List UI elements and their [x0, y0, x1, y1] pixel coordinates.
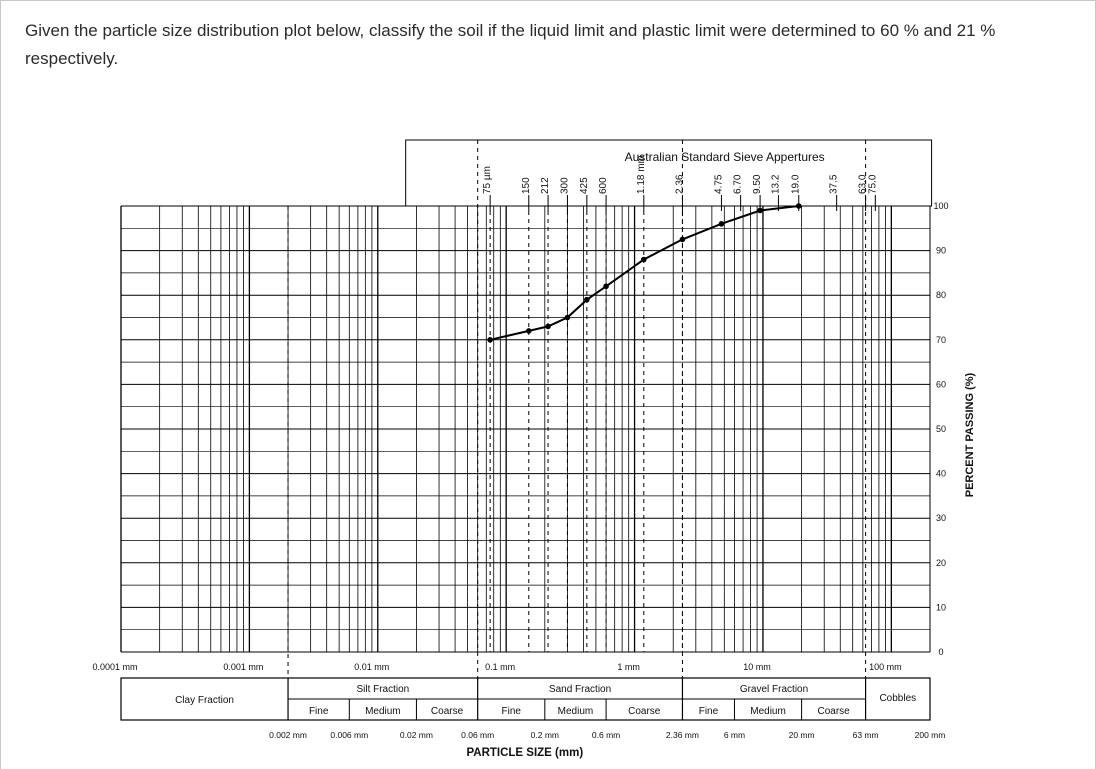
x-tick-label: 1 mm — [617, 662, 640, 672]
y-tick-label: 0 — [938, 647, 943, 657]
sieve-label: 300 — [559, 177, 570, 194]
boundary-size-label: 0.006 mm — [330, 730, 368, 740]
x-tick-label: 0.0001 mm — [92, 662, 137, 672]
gravel-medium-label: Medium — [750, 706, 786, 717]
silt-fraction-label: Silt Fraction — [356, 684, 409, 695]
boundary-size-label: 0.2 mm — [531, 730, 559, 740]
y-tick-label: 20 — [936, 558, 946, 568]
data-point — [640, 256, 647, 263]
x-axis-label: PARTICLE SIZE (mm) — [466, 747, 583, 759]
x-tick-label: 0.01 mm — [354, 662, 389, 672]
y-tick-label: 10 — [936, 602, 946, 612]
frame-top-border — [0, 0, 1096, 1]
boundary-size-label: 63 mm — [853, 730, 879, 740]
boundary-size-label: 200 mm — [915, 730, 946, 740]
data-point — [564, 314, 571, 321]
boundary-size-label: 2.36 mm — [666, 730, 699, 740]
fraction-table: Clay Fraction Silt Fraction Fine Medium Coar… — [120, 677, 931, 721]
y-tick-label: 100 — [933, 201, 948, 211]
boundary-size-label: 0.02 mm — [400, 730, 433, 740]
sand-medium-label: Medium — [558, 706, 594, 717]
frame-left-border — [0, 0, 1, 769]
sieve-label: 13.2 — [770, 174, 781, 194]
x-axis-decade-labels: 0.0001 mm 0.001 mm 0.01 mm 0.1 mm 1 mm 10 mm 1… — [92, 662, 901, 672]
y-tick-label: 80 — [936, 290, 946, 300]
data-point — [679, 236, 686, 243]
sieve-label: 1.18 mm — [636, 155, 647, 194]
sand-fine-label: Fine — [502, 706, 522, 717]
boundary-size-label: 0.002 mm — [269, 730, 307, 740]
boundary-size-label: 6 mm — [724, 730, 745, 740]
sieve-label: 9.50 — [752, 174, 763, 194]
sieve-label: 75.0 — [867, 174, 878, 194]
sand-fraction-label: Sand Fraction — [549, 684, 611, 695]
data-point — [603, 283, 609, 290]
silt-coarse-label: Coarse — [431, 706, 464, 717]
boundary-size-label: 0.6 mm — [592, 730, 620, 740]
y-axis-label: PERCENT PASSING (%) — [964, 372, 976, 497]
sieve-label: 4.75 — [713, 174, 724, 194]
x-tick-label: 0.1 mm — [485, 662, 515, 672]
silt-medium-label: Medium — [365, 706, 401, 717]
clay-fraction-label: Clay Fraction — [175, 695, 234, 706]
y-tick-label: 90 — [936, 246, 946, 256]
sieve-label: 600 — [598, 177, 609, 194]
sieve-label: 75 µm — [482, 166, 493, 194]
sieve-label: 63.0 — [858, 174, 869, 194]
y-tick-label: 60 — [936, 379, 946, 389]
boundary-size-label: 20 mm — [789, 730, 815, 740]
sieve-label: 37.5 — [829, 174, 840, 194]
data-point — [718, 221, 725, 227]
x-tick-label: 10 mm — [743, 662, 771, 672]
chart-grid — [120, 140, 931, 680]
sieve-label: 212 — [540, 177, 551, 194]
sieve-label: 425 — [579, 177, 590, 194]
data-point — [795, 203, 802, 209]
sieve-label: 2.36 — [674, 174, 685, 194]
data-point — [525, 328, 532, 334]
silt-fine-label: Fine — [309, 706, 329, 717]
sieve-label: 150 — [521, 177, 532, 194]
data-point — [487, 337, 493, 343]
cobbles-label: Cobbles — [879, 693, 916, 704]
fraction-boundary-labels: 0.002 mm 0.006 mm 0.02 mm 0.06 mm 0.2 mm 0.6 … — [269, 730, 945, 740]
data-point — [584, 296, 590, 303]
y-axis-ticks: 0 10 20 30 40 50 60 70 80 90 100 — [933, 201, 948, 657]
gravel-coarse-label: Coarse — [817, 706, 850, 717]
gravel-fraction-label: Gravel Fraction — [740, 684, 808, 695]
y-tick-label: 30 — [936, 513, 946, 523]
y-tick-label: 40 — [936, 469, 946, 479]
sieve-label: 6.70 — [733, 174, 744, 194]
fraction-table-box — [120, 677, 931, 721]
y-tick-label: 50 — [936, 424, 946, 434]
x-tick-label: 100 mm — [869, 662, 902, 672]
data-point — [757, 207, 763, 214]
chart-title: Australian Standard Sieve Appertures — [625, 150, 825, 164]
data-point — [545, 323, 551, 330]
question-text: Given the particle size distribution plo… — [25, 21, 996, 68]
sand-coarse-label: Coarse — [628, 706, 661, 717]
sieve-lines: 75 µm 150 212 300 425 600 1.18 mm 2.36 4.75 6.70 9… — [482, 155, 878, 652]
grading-curve — [487, 203, 802, 343]
gravel-fine-label: Fine — [699, 706, 719, 717]
boundary-size-label: 0.06 mm — [461, 730, 494, 740]
sieve-label: 19.0 — [791, 174, 802, 194]
y-tick-label: 70 — [936, 335, 946, 345]
x-tick-label: 0.001 mm — [223, 662, 263, 672]
